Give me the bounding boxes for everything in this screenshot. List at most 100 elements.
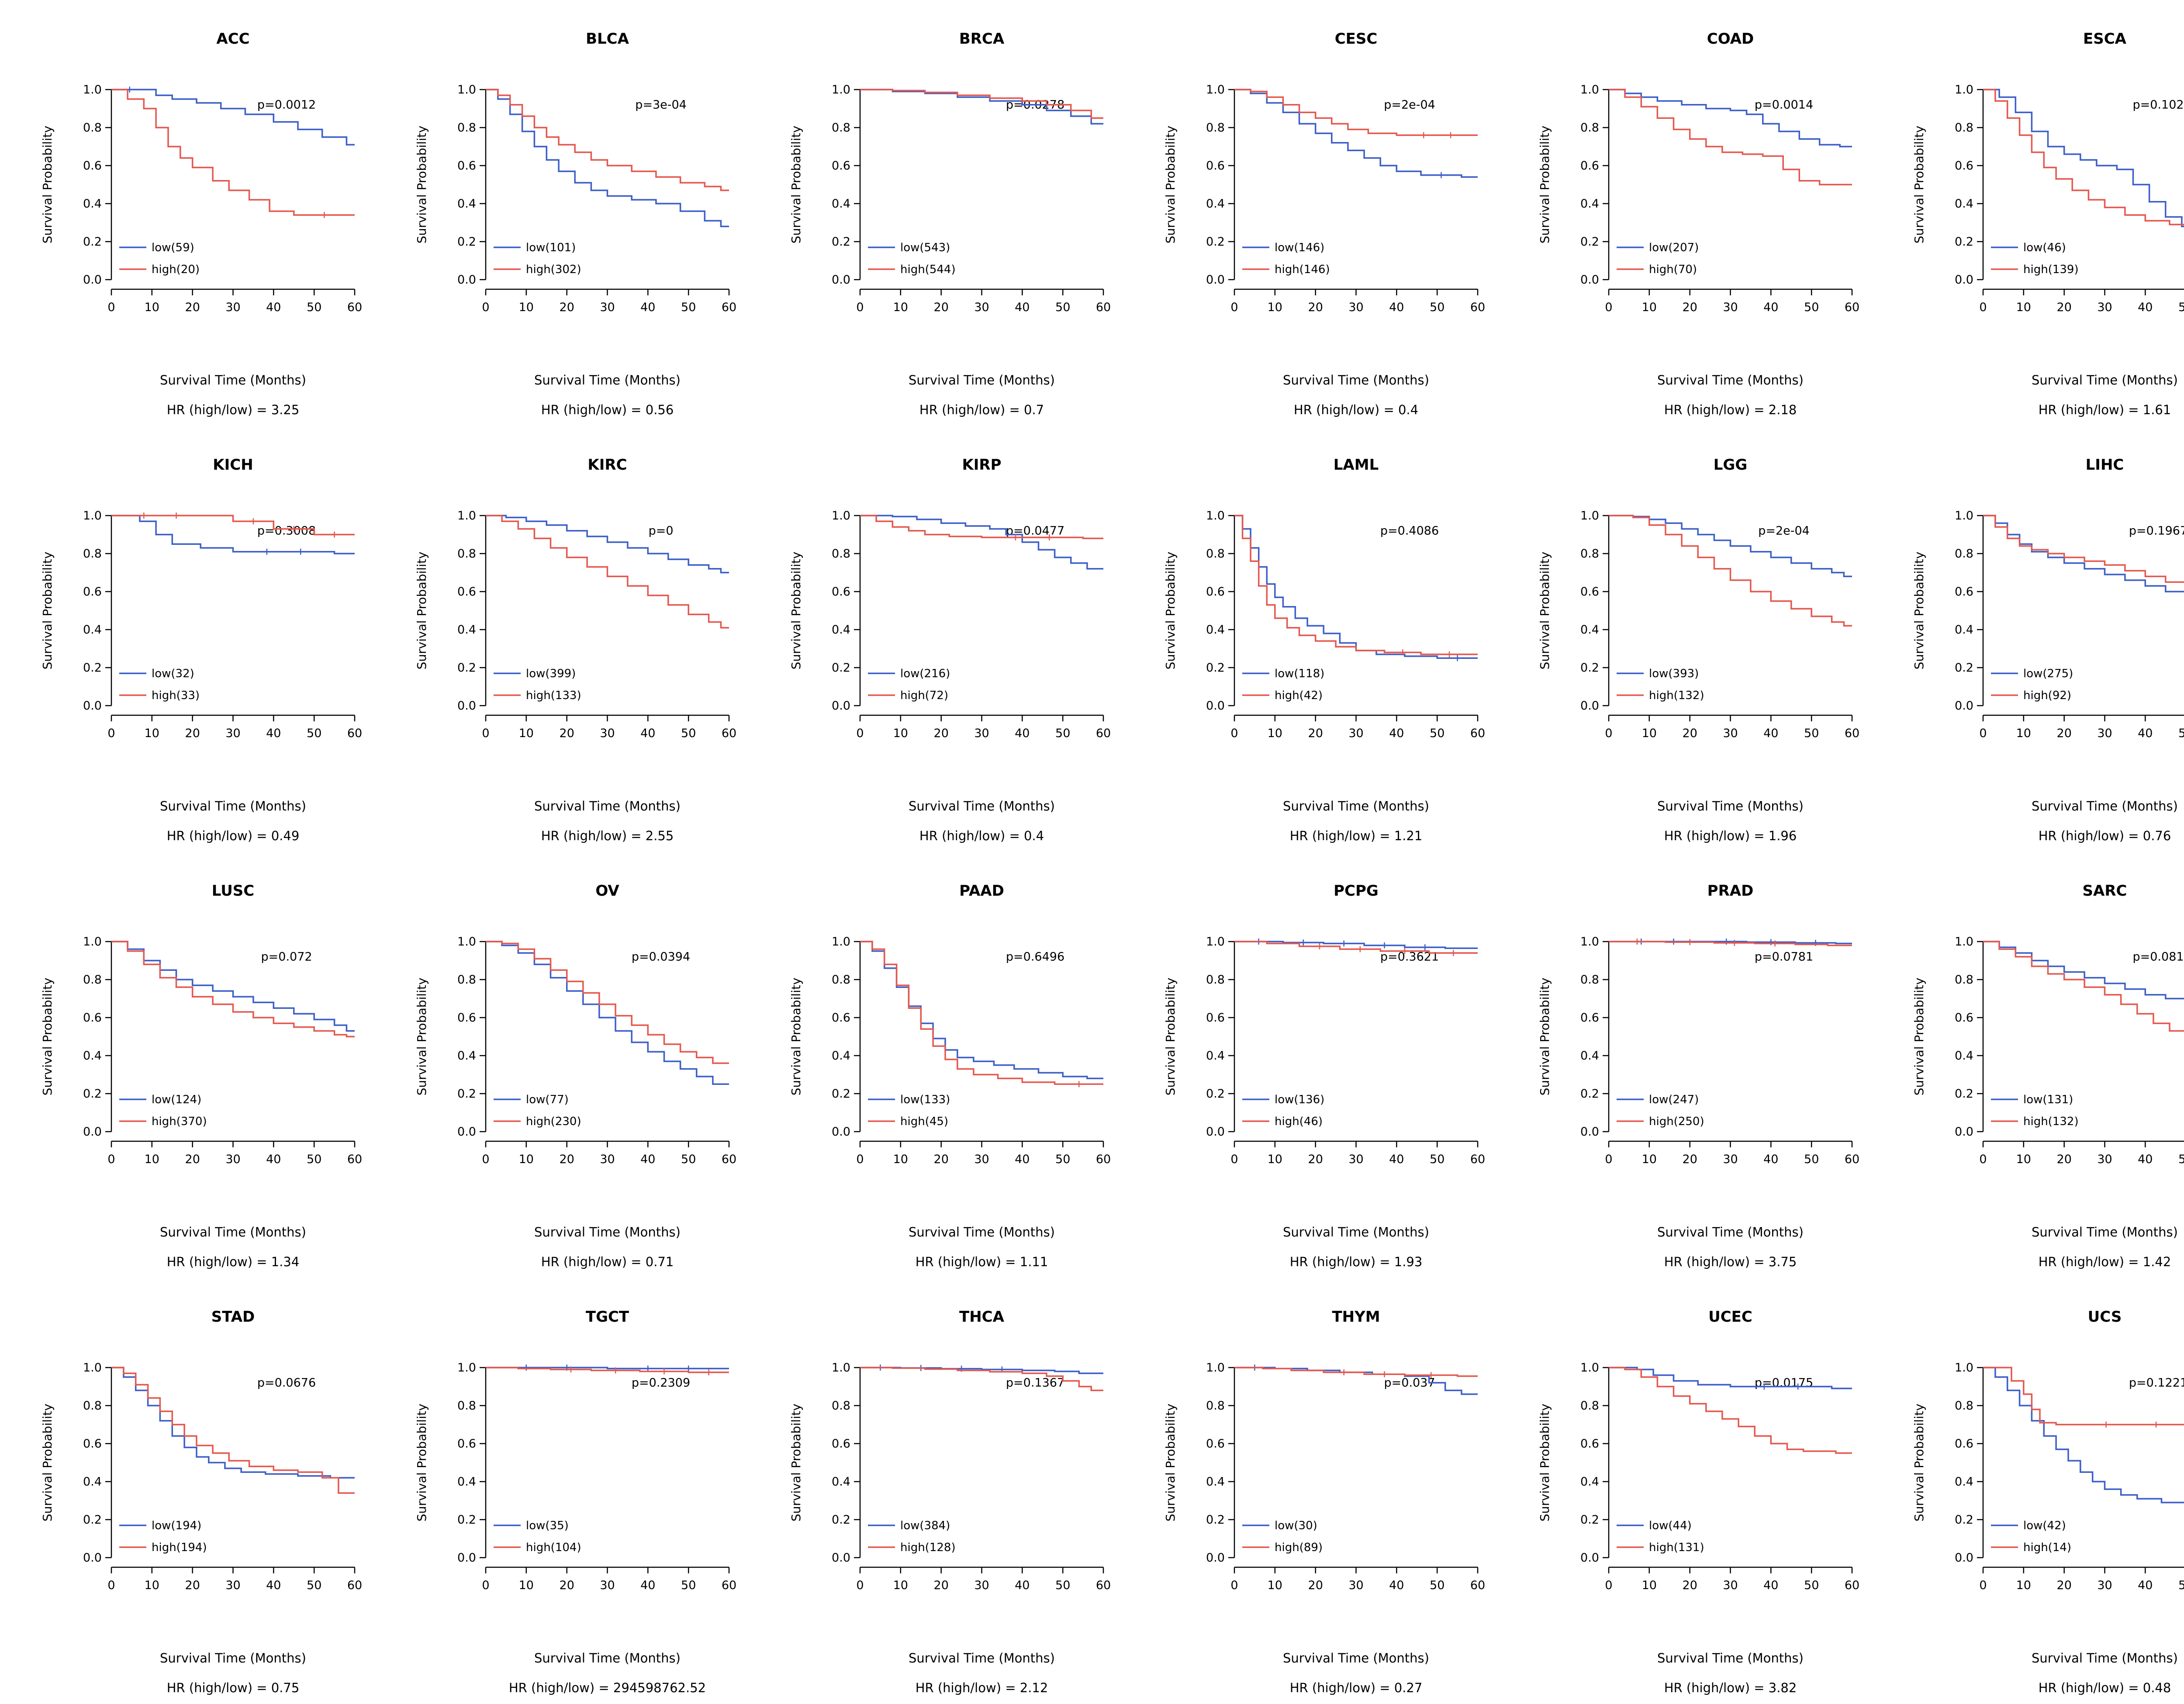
survival-curve-low — [1983, 941, 2184, 1000]
x-tick-label: 60 — [1096, 301, 1111, 314]
y-tick-label: 0.2 — [832, 1087, 850, 1101]
legend: low(59) high(20) — [119, 241, 200, 276]
x-tick-label: 30 — [1723, 301, 1738, 314]
x-tick-label: 50 — [2178, 727, 2184, 740]
y-axis-title: Survival Probability — [1163, 1404, 1178, 1522]
survival-curve-high — [860, 89, 1103, 119]
hr-label: HR (high/low) = 0.75 — [167, 1680, 300, 1695]
censor-ticks-high — [1319, 943, 1454, 956]
x-axis-title: Survival Time (Months) — [1283, 1651, 1429, 1666]
x-axis — [1982, 714, 2184, 721]
x-tick-label: 60 — [1096, 1579, 1111, 1592]
legend-label-low: low(30) — [1275, 1519, 1317, 1532]
x-tick-label: 60 — [1845, 1579, 1859, 1592]
survival-curve-high — [1609, 1367, 1852, 1454]
x-tick-label: 50 — [2178, 1579, 2184, 1592]
y-axis — [1228, 941, 1235, 1133]
x-tick-label: 20 — [185, 1579, 200, 1592]
p-value-label: p=2e-04 — [1384, 98, 1435, 112]
y-tick-label: 0.0 — [1580, 699, 1599, 713]
p-value-label: p=0.3008 — [257, 524, 316, 538]
x-tick-label: 0 — [1605, 727, 1612, 740]
y-tick-label: 0.0 — [457, 273, 476, 287]
x-tick-label: 0 — [1605, 1579, 1612, 1592]
panel-title: SARC — [2083, 882, 2127, 900]
y-tick-label: 0.6 — [1955, 159, 1973, 173]
y-tick-label: 0.0 — [1206, 273, 1225, 287]
x-tick-label: 30 — [225, 727, 240, 740]
y-tick-label: 0.2 — [457, 1087, 476, 1101]
x-tick-label: 20 — [1683, 727, 1697, 740]
y-tick-label: 0.2 — [1955, 1513, 1973, 1527]
x-tick-label: 40 — [1015, 1579, 1030, 1592]
y-tick-label: 0.2 — [83, 1087, 102, 1101]
x-tick-label: 50 — [307, 301, 321, 314]
panel-title: BRCA — [959, 30, 1005, 48]
legend-label-high: high(544) — [900, 263, 956, 276]
y-tick-label: 0.6 — [457, 1011, 476, 1025]
y-tick-label: 1.0 — [83, 935, 102, 949]
x-tick-label: 10 — [519, 301, 534, 314]
x-axis — [859, 1140, 1104, 1147]
y-tick-label: 0.0 — [457, 699, 476, 713]
x-tick-label: 60 — [1096, 727, 1111, 740]
y-axis-title: Survival Probability — [1538, 126, 1552, 244]
legend-label-low: low(46) — [2023, 241, 2066, 254]
survival-curve-high — [1609, 941, 1852, 946]
survival-curve-low — [860, 89, 1103, 125]
hr-label: HR (high/low) = 1.11 — [916, 1254, 1048, 1269]
survival-curve-high — [1983, 1367, 2184, 1426]
legend-label-low: low(136) — [1275, 1093, 1324, 1106]
legend: low(247) high(250) — [1617, 1093, 1704, 1128]
hr-label: HR (high/low) = 3.82 — [1664, 1680, 1797, 1695]
x-tick-label: 60 — [1845, 301, 1859, 314]
y-axis-title: Survival Probability — [415, 1404, 429, 1522]
y-tick-label: 0.8 — [457, 1399, 476, 1413]
y-tick-label: 1.0 — [1580, 935, 1599, 949]
y-axis-title: Survival Probability — [789, 126, 803, 244]
survival-curve-high — [486, 89, 729, 191]
y-tick-label: 0.4 — [1580, 197, 1599, 211]
p-value-label: p=0.0676 — [257, 1376, 316, 1390]
x-tick-label: 50 — [1055, 727, 1070, 740]
x-tick-label: 50 — [681, 301, 696, 314]
y-axis-title: Survival Probability — [40, 552, 55, 670]
y-axis — [105, 941, 112, 1133]
x-tick-label: 30 — [600, 301, 615, 314]
x-tick-label: 50 — [1430, 1579, 1444, 1592]
legend-label-high: high(131) — [1649, 1541, 1704, 1554]
p-value-label: p=0 — [649, 524, 674, 538]
legend: low(131) high(132) — [1991, 1093, 2079, 1128]
x-tick-label: 20 — [2057, 301, 2072, 314]
y-tick-label: 1.0 — [832, 1361, 850, 1375]
y-axis-title: Survival Probability — [1538, 1404, 1552, 1522]
panel-title: LUSC — [212, 882, 255, 900]
y-tick-label: 1.0 — [1955, 509, 1973, 523]
y-tick-label: 1.0 — [457, 509, 476, 523]
x-axis-title: Survival Time (Months) — [909, 373, 1055, 388]
x-axis-title: Survival Time (Months) — [1657, 1225, 1804, 1240]
y-tick-label: 0.4 — [1580, 623, 1599, 637]
y-axis-title: Survival Probability — [415, 126, 429, 244]
x-axis — [1608, 288, 1853, 295]
x-tick-label: 50 — [1804, 301, 1819, 314]
y-tick-label: 0.0 — [1206, 1125, 1225, 1139]
y-tick-label: 0.2 — [1206, 235, 1225, 249]
y-axis — [1977, 941, 1984, 1133]
y-axis — [1603, 1367, 1610, 1559]
legend: low(77) high(230) — [494, 1093, 581, 1128]
y-axis-title: Survival Probability — [40, 978, 55, 1096]
x-tick-label: 20 — [185, 1153, 200, 1166]
x-tick-label: 10 — [2016, 301, 2031, 314]
legend-label-high: high(89) — [1275, 1541, 1323, 1554]
y-tick-label: 0.0 — [1955, 1551, 1973, 1565]
survival-curve-low — [1983, 89, 2184, 227]
hr-label: HR (high/low) = 0.27 — [1290, 1680, 1423, 1695]
y-axis — [480, 515, 487, 707]
legend-label-high: high(132) — [2023, 1115, 2079, 1128]
x-axis — [1234, 714, 1479, 721]
hr-label: HR (high/low) = 1.34 — [167, 1254, 300, 1269]
legend: low(399) high(133) — [494, 667, 581, 702]
y-tick-label: 0.0 — [83, 273, 102, 287]
